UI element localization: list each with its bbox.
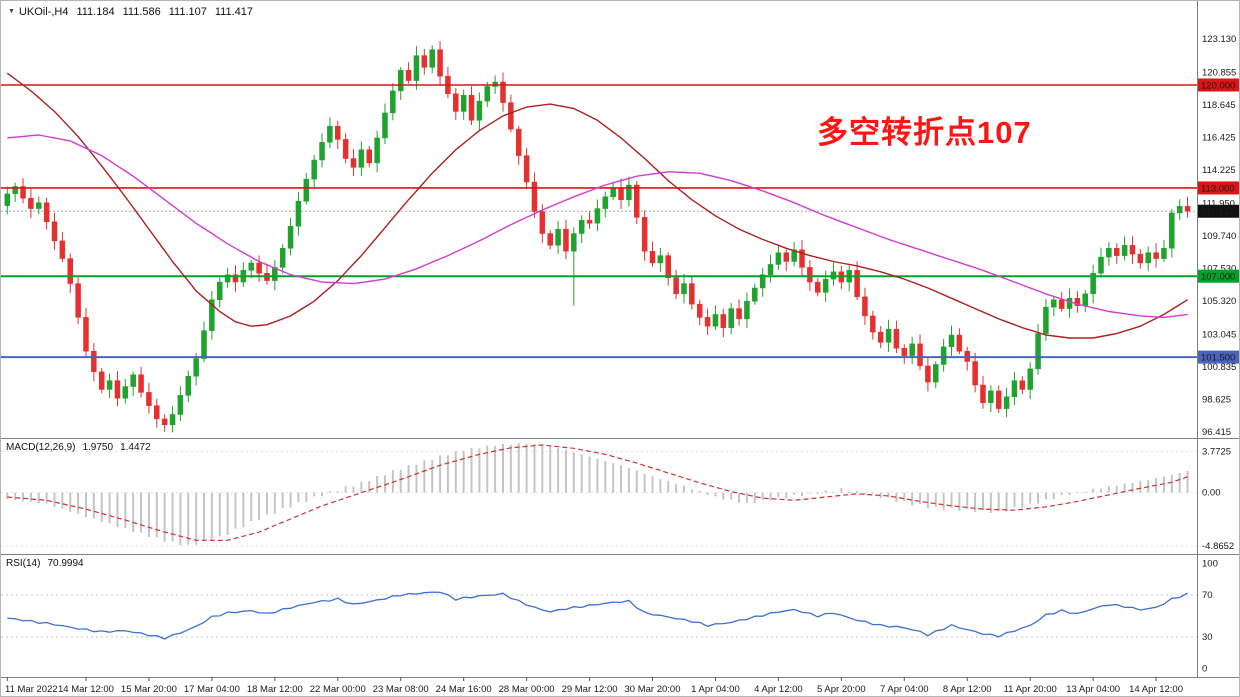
ohlc-open: 111.184 [76,6,115,18]
annotation-text[interactable]: 多空转折点107 [817,115,1032,150]
svg-text:96.415: 96.415 [1202,427,1231,438]
svg-text:103.045: 103.045 [1202,329,1236,340]
svg-text:23 Mar 08:00: 23 Mar 08:00 [373,684,429,695]
svg-text:98.625: 98.625 [1202,394,1231,405]
ohlc-close: 111.417 [214,6,254,18]
ohlc-low: 111.107 [168,6,207,18]
svg-text:28 Mar 00:00: 28 Mar 00:00 [499,684,555,695]
svg-text:105.320: 105.320 [1202,296,1236,307]
svg-text:100.835: 100.835 [1202,362,1236,373]
svg-text:22 Mar 00:00: 22 Mar 00:00 [310,684,366,695]
ohlc-high: 111.586 [122,6,161,18]
svg-text:116.425: 116.425 [1202,133,1236,144]
svg-text:29 Mar 12:00: 29 Mar 12:00 [562,684,618,695]
svg-text:-4.8652: -4.8652 [1202,541,1234,552]
svg-text:70: 70 [1202,590,1213,601]
svg-text:120.855: 120.855 [1202,67,1236,78]
ma-line-red [6,72,1188,339]
svg-text:3.7725: 3.7725 [1202,446,1231,457]
svg-text:15 Mar 20:00: 15 Mar 20:00 [121,684,177,695]
macd-main-value: 1.9750 [82,442,114,453]
svg-text:107.000: 107.000 [1201,272,1235,283]
price-badge-107.000 [1198,269,1239,283]
svg-text:11 Mar 2022: 11 Mar 2022 [5,684,58,695]
svg-text:13 Apr 04:00: 13 Apr 04:00 [1066,684,1120,695]
rsi-panel[interactable] [1,591,1197,640]
svg-text:113.000: 113.000 [1201,183,1235,194]
svg-text:1 Apr 04:00: 1 Apr 04:00 [691,684,740,695]
svg-text:111.417: 111.417 [1201,207,1234,218]
rsi-line [7,591,1188,640]
svg-text:30 Mar 20:00: 30 Mar 20:00 [625,684,681,695]
svg-text:8 Apr 12:00: 8 Apr 12:00 [943,684,992,695]
chart-title: ▼ UKOil-,H4 111.184 111.586 111.107 111.417 [8,6,253,18]
rsi-value: 70.9994 [47,558,84,569]
price-badge-111.417 [1198,204,1239,218]
svg-text:4 Apr 12:00: 4 Apr 12:00 [754,684,803,695]
svg-text:14 Apr 12:00: 14 Apr 12:00 [1129,684,1183,695]
svg-text:30: 30 [1202,632,1213,643]
panel-separators [1,1,1239,678]
rsi-name: RSI(14) [6,558,41,569]
svg-text:0.00: 0.00 [1202,488,1221,499]
svg-text:5 Apr 20:00: 5 Apr 20:00 [817,684,866,695]
macd-signal-value: 1.4472 [120,442,151,453]
macd-name: MACD(12,26,9) [6,442,76,453]
symbol-period-label: UKOil-,H4 [18,6,69,18]
macd-histogram [6,443,1189,546]
svg-text:17 Mar 04:00: 17 Mar 04:00 [184,684,240,695]
main-price-panel[interactable] [1,40,1197,433]
svg-text:100: 100 [1202,558,1218,569]
svg-text:24 Mar 16:00: 24 Mar 16:00 [436,684,492,695]
time-axis[interactable]: 11 Mar 2022 14 Mar 12:00 15 Mar 20:00 17 Ma… [5,677,1183,695]
svg-text:101.500: 101.500 [1201,353,1235,364]
svg-text:118.645: 118.645 [1202,100,1236,111]
svg-text:14 Mar 12:00: 14 Mar 12:00 [58,684,114,695]
macd-panel[interactable] [1,443,1197,547]
svg-text:123.130: 123.130 [1202,34,1236,45]
svg-text:114.225: 114.225 [1202,165,1236,176]
svg-text:0: 0 [1202,664,1207,675]
chart-context-icon: ▼ [8,8,15,15]
candles-series [4,40,1191,433]
svg-text:7 Apr 04:00: 7 Apr 04:00 [880,684,929,695]
svg-text:120.000: 120.000 [1201,80,1235,91]
price-badge-120.000 [1198,78,1239,92]
svg-text:107.530: 107.530 [1202,263,1236,274]
ma-line-magenta [7,134,1188,319]
svg-text:111.950: 111.950 [1202,198,1235,209]
rsi-indicator-label: RSI(14) 70.9994 [6,558,84,569]
macd-signal-line [7,444,1188,541]
price-badge-113.000 [1198,181,1239,195]
macd-indicator-label: MACD(12,26,9) 1.9750 1.4472 [6,442,151,453]
svg-text:18 Mar 12:00: 18 Mar 12:00 [247,684,303,695]
price-axis[interactable]: 123.130 120.855 118.645 116.425 114.225 111.9… [1198,34,1240,675]
svg-text:11 Apr 20:00: 11 Apr 20:00 [1004,684,1057,695]
svg-text:109.740: 109.740 [1202,231,1236,242]
price-badge-101.500 [1198,350,1239,364]
